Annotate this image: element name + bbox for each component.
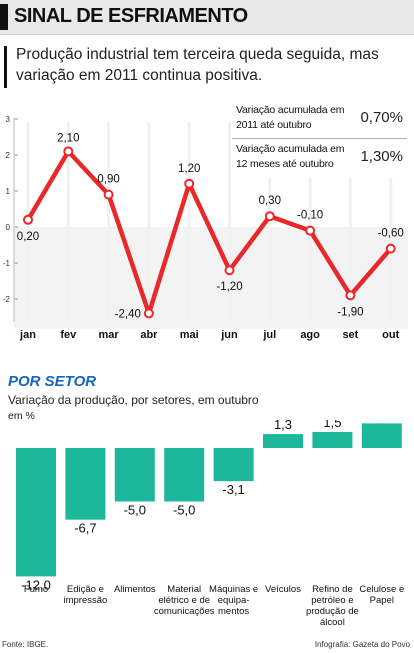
data-label-jun: -1,20	[216, 281, 242, 293]
bar-0	[16, 448, 56, 577]
info-row-2011: Variação acumulada em 2011 até outubro 0…	[232, 100, 407, 139]
sector-chart-subtitle: Variação da produção, por setores, em ou…	[8, 393, 259, 407]
data-label-mar: 0,90	[97, 174, 119, 186]
x-tick-label-out: out	[382, 329, 399, 341]
source-note: Fonte: IBGE.	[2, 640, 49, 649]
data-point-jul	[264, 211, 275, 222]
x-tick-label-jan: jan	[19, 329, 36, 341]
bar-value-label-4: -3,1	[222, 482, 244, 497]
x-tick-label-fev: fev	[60, 329, 77, 341]
bar-value-label-1: -6,7	[74, 521, 96, 536]
info-value-2011: 0,70%	[360, 109, 403, 126]
y-tick-label: -1	[3, 259, 11, 268]
bar-category-line: Material	[167, 584, 201, 595]
subtitle-accent-bar	[4, 46, 7, 88]
x-tick-label-abr: abr	[140, 329, 158, 341]
data-point-set	[345, 290, 356, 301]
info-label-2011: Variação acumulada em 2011 até outubro	[236, 104, 345, 131]
info-row-12-months: Variação acumulada em 12 meses até outub…	[232, 139, 407, 177]
header-band: SINAL DE ESFRIAMENTO	[0, 0, 414, 35]
data-label-ago: -0,10	[297, 210, 323, 222]
bar-value-label-7: 2,3	[373, 420, 391, 421]
data-label-out: -0,60	[378, 228, 404, 240]
y-tick-label: -2	[3, 295, 11, 304]
bar-category-label-1: Edição e impressão	[63, 584, 107, 606]
bar-category-label-3: Material elétrico e de comunicações	[154, 584, 215, 617]
bar-category-line: álcool	[320, 617, 345, 628]
bar-category-label-6: Refino de petróleo e produção de álcool	[306, 584, 359, 628]
data-point-mai	[184, 178, 195, 189]
data-point-ago	[305, 225, 316, 236]
x-tick-label-ago: ago	[300, 329, 320, 341]
accumulated-variation-box: Variação acumulada em 2011 até outubro 0…	[232, 100, 407, 178]
bar-category-label-2: Alimentos	[114, 584, 156, 595]
bar-3	[164, 448, 205, 502]
bar-value-label-2: -5,0	[124, 503, 146, 518]
bar-category-line: Veículos	[265, 584, 301, 595]
data-label-fev: 2,10	[57, 132, 79, 144]
y-tick-label: 1	[6, 187, 11, 196]
x-tick-label-mar: mar	[99, 329, 120, 341]
data-point-fev	[63, 146, 74, 157]
info-label-12-months: Variação acumulada em 12 meses até outub…	[236, 143, 345, 170]
bar-category-line: Fumo	[24, 584, 48, 595]
bar-category-line: equipa-	[218, 595, 250, 606]
sector-chart-unit: em %	[8, 410, 35, 422]
bar-value-label-3: -5,0	[173, 503, 195, 518]
bar-category-line: produção de	[306, 606, 359, 617]
sector-chart-title: POR SETOR	[8, 373, 97, 390]
data-point-jan	[23, 214, 33, 225]
y-tick-label: 2	[6, 151, 11, 160]
bar-category-line: elétrico e de	[158, 595, 210, 606]
bar-4	[213, 448, 254, 482]
data-label-jul: 0,30	[259, 195, 281, 207]
bar-category-label-0: Fumo	[24, 584, 48, 595]
bar-category-line: Celulose e	[359, 584, 404, 595]
bar-category-line: Refino de	[312, 584, 353, 595]
bar-2	[114, 448, 155, 502]
bar-value-label-6: 1,5	[323, 420, 341, 430]
data-point-mar	[103, 189, 114, 200]
bar-value-label-5: 1,3	[274, 420, 292, 432]
data-point-out	[385, 243, 396, 254]
x-tick-label-jun: jun	[220, 329, 238, 341]
bar-category-line: Alimentos	[114, 584, 156, 595]
bar-category-line: Edição e	[67, 584, 104, 595]
bar-6	[312, 431, 353, 448]
data-label-mai: 1,20	[178, 163, 200, 175]
bar-category-line: petróleo e	[311, 595, 353, 606]
page-title: SINAL DE ESFRIAMENTO	[14, 5, 248, 27]
bar-category-line: Máquinas e	[209, 584, 258, 595]
data-point-abr	[143, 308, 154, 319]
bar-category-line: comunicações	[154, 606, 215, 617]
bar-category-label-5: Veículos	[265, 584, 301, 595]
data-label-abr: -2,40	[115, 308, 141, 320]
subtitle-block: Produção industrial tem terceira queda s…	[0, 44, 414, 92]
data-point-jun	[224, 265, 235, 276]
bar-1	[65, 448, 106, 520]
x-tick-label-jul: jul	[262, 329, 276, 341]
data-label-jan: 0,20	[17, 231, 39, 243]
bar-category-line: impressão	[63, 595, 107, 606]
header-accent-bar	[0, 4, 8, 30]
production-line	[26, 149, 393, 316]
bar-7	[361, 423, 402, 448]
bar-category-line: Papel	[370, 595, 394, 606]
page-subtitle: Produção industrial tem terceira queda s…	[16, 46, 379, 84]
info-value-12-months: 1,30%	[360, 148, 403, 165]
bar-category-line: mentos	[218, 606, 249, 617]
credit-note: Infografia: Gazeta do Povo	[314, 640, 410, 649]
y-tick-label: 3	[6, 115, 11, 124]
bar-category-label-7: Celulose e Papel	[359, 584, 404, 606]
bar-category-label-4: Máquinas e equipa-mentos	[209, 584, 258, 617]
negative-zone-background	[14, 227, 408, 329]
data-label-set: -1,90	[337, 306, 363, 318]
y-tick-label: 0	[6, 223, 11, 232]
bar-5	[263, 434, 303, 448]
x-tick-label-mai: mai	[180, 329, 199, 341]
x-tick-label-set: set	[342, 329, 358, 341]
bar-value-label-0: -12,0	[21, 577, 51, 592]
